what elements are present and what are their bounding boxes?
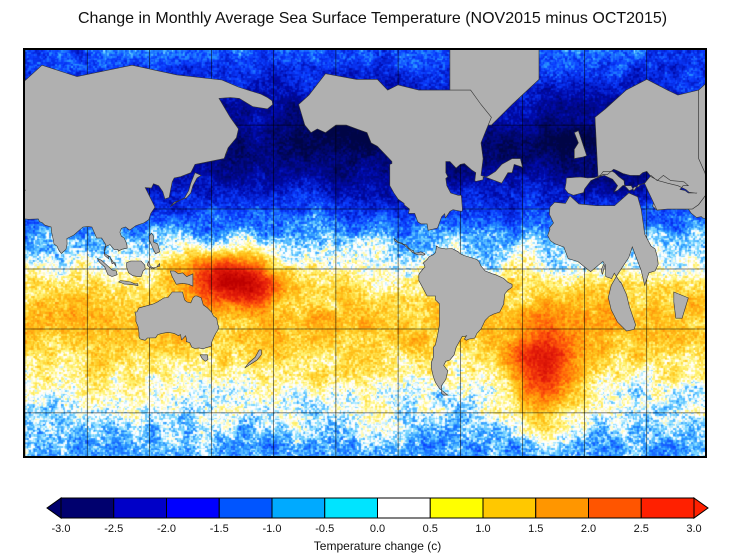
svg-text:-2.5: -2.5 xyxy=(104,523,123,535)
svg-text:-2.0: -2.0 xyxy=(157,523,176,535)
svg-text:2.5: 2.5 xyxy=(634,523,649,535)
svg-text:2.0: 2.0 xyxy=(581,523,596,535)
svg-text:-3.0: -3.0 xyxy=(52,523,71,535)
svg-text:Temperature change (c): Temperature change (c) xyxy=(314,539,441,553)
svg-text:3.0: 3.0 xyxy=(686,523,701,535)
svg-text:-0.5: -0.5 xyxy=(315,523,334,535)
svg-text:0.5: 0.5 xyxy=(423,523,438,535)
svg-text:1.0: 1.0 xyxy=(475,523,490,535)
svg-text:-1.0: -1.0 xyxy=(263,523,282,535)
svg-text:-1.5: -1.5 xyxy=(210,523,229,535)
svg-text:1.5: 1.5 xyxy=(528,523,543,535)
svg-text:0.0: 0.0 xyxy=(370,523,385,535)
